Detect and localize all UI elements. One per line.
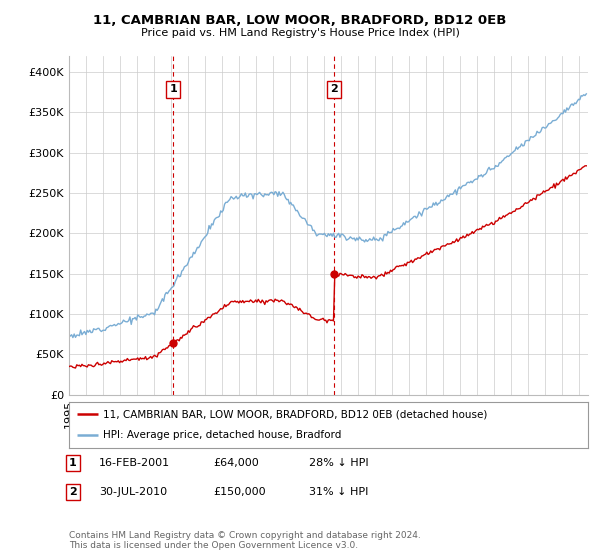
Text: Price paid vs. HM Land Registry's House Price Index (HPI): Price paid vs. HM Land Registry's House … [140,28,460,38]
Text: £64,000: £64,000 [213,458,259,468]
Text: 1: 1 [69,458,77,468]
Text: 2: 2 [330,84,338,94]
Text: 1: 1 [169,84,177,94]
Text: £150,000: £150,000 [213,487,266,497]
Text: 2: 2 [69,487,77,497]
Text: 11, CAMBRIAN BAR, LOW MOOR, BRADFORD, BD12 0EB (detached house): 11, CAMBRIAN BAR, LOW MOOR, BRADFORD, BD… [103,409,487,419]
Text: 16-FEB-2001: 16-FEB-2001 [99,458,170,468]
Text: 31% ↓ HPI: 31% ↓ HPI [309,487,368,497]
Text: 30-JUL-2010: 30-JUL-2010 [99,487,167,497]
Text: Contains HM Land Registry data © Crown copyright and database right 2024.
This d: Contains HM Land Registry data © Crown c… [69,530,421,550]
Text: 11, CAMBRIAN BAR, LOW MOOR, BRADFORD, BD12 0EB: 11, CAMBRIAN BAR, LOW MOOR, BRADFORD, BD… [94,14,506,27]
Text: HPI: Average price, detached house, Bradford: HPI: Average price, detached house, Brad… [103,431,341,441]
Text: 28% ↓ HPI: 28% ↓ HPI [309,458,368,468]
